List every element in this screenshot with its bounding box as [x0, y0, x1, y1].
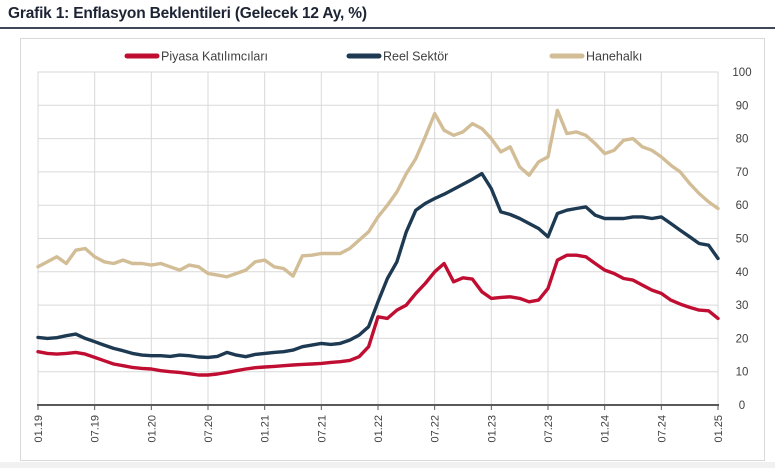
series-line-1 — [36, 253, 720, 377]
y-tick-label: 100 — [732, 67, 751, 79]
legend-item-1: Piyasa Katılımcıları — [124, 50, 268, 64]
x-tick-label: 01.25 — [713, 415, 725, 443]
x-tick-label: 07.21 — [316, 415, 328, 443]
x-tick-label: 07.23 — [543, 415, 555, 443]
chart-panel: 0 10 20 30 40 50 60 70 80 90 100 01.19 07.19 01.20 07.… — [20, 38, 765, 461]
y-tick-label: 10 — [736, 367, 749, 379]
y-tick-label: 30 — [736, 300, 749, 312]
y-tick-label: 0 — [739, 400, 745, 412]
y-tick-label: 60 — [736, 200, 749, 212]
bottom-strip — [0, 462, 775, 468]
y-tick-label: 90 — [736, 100, 749, 112]
y-axis-labels: 0 10 20 30 40 50 60 70 80 90 100 — [732, 67, 751, 412]
x-tick-label: 01.21 — [260, 415, 272, 443]
x-tick-label: 07.20 — [203, 415, 215, 443]
x-axis — [37, 404, 719, 410]
legend-item-3: Hanehalkı — [549, 50, 642, 64]
series-line-3 — [36, 108, 720, 279]
x-tick-label: 07.24 — [656, 415, 668, 443]
legend-label: Piyasa Katılımcıları — [161, 50, 268, 64]
x-tick-label: 07.22 — [430, 415, 442, 443]
x-tick-label: 01.20 — [146, 415, 158, 443]
y-tick-label: 40 — [736, 267, 749, 279]
x-tick-label: 01.19 — [33, 415, 45, 443]
series-line-2 — [36, 171, 720, 360]
x-tick-label: 01.24 — [600, 415, 612, 443]
x-tick-label: 01.22 — [373, 415, 385, 443]
x-tick-label: 01.23 — [486, 415, 498, 443]
legend-label: Reel Sektör — [383, 50, 448, 64]
y-tick-label: 80 — [736, 134, 749, 146]
inflation-expectations-chart: 0 10 20 30 40 50 60 70 80 90 100 01.19 07.19 01.20 07.… — [33, 50, 752, 443]
x-axis-labels: 01.19 07.19 01.20 07.20 01.21 07.21 01.22 07.22… — [33, 415, 725, 443]
x-tick-label: 07.19 — [90, 415, 102, 443]
y-tick-label: 20 — [736, 333, 749, 345]
page-title: Grafik 1: Enflasyon Beklentileri (Gelece… — [8, 5, 367, 22]
y-tick-label: 70 — [736, 167, 749, 179]
title-underline — [0, 27, 775, 29]
legend-item-2: Reel Sektör — [346, 50, 448, 64]
y-tick-label: 50 — [736, 234, 749, 246]
legend-label: Hanehalkı — [586, 50, 642, 64]
